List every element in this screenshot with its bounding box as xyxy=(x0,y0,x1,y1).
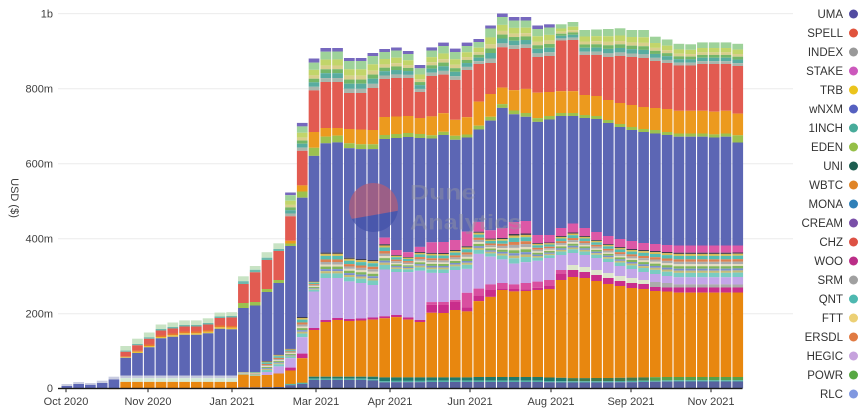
svg-text:MONA: MONA xyxy=(809,199,844,211)
svg-text:Dune: Dune xyxy=(410,182,476,205)
svg-text:400m: 400m xyxy=(25,234,53,246)
svg-text:wNXM: wNXM xyxy=(808,104,843,116)
svg-text:SRM: SRM xyxy=(817,275,843,287)
svg-text:600m: 600m xyxy=(25,159,53,171)
svg-text:EDEN: EDEN xyxy=(811,142,843,154)
svg-text:STAKE: STAKE xyxy=(806,66,843,78)
svg-text:Mar 2021: Mar 2021 xyxy=(293,396,339,408)
svg-text:QNT: QNT xyxy=(819,294,843,306)
svg-text:1INCH: 1INCH xyxy=(808,123,843,135)
svg-text:HEGIC: HEGIC xyxy=(807,351,843,363)
svg-text:Apr 2021: Apr 2021 xyxy=(368,396,413,408)
svg-text:CHZ: CHZ xyxy=(819,237,843,249)
svg-text:Nov 2020: Nov 2020 xyxy=(124,396,171,408)
svg-text:INDEX: INDEX xyxy=(808,47,843,59)
svg-text:RLC: RLC xyxy=(820,389,843,401)
svg-text:POWR: POWR xyxy=(807,370,843,382)
svg-text:WOO: WOO xyxy=(814,256,843,268)
svg-text:WBTC: WBTC xyxy=(809,180,843,192)
svg-text:SPELL: SPELL xyxy=(807,28,843,40)
svg-text:UMA: UMA xyxy=(817,9,843,21)
svg-text:1b: 1b xyxy=(41,8,53,20)
svg-text:Oct 2020: Oct 2020 xyxy=(44,396,89,408)
svg-text:Jan 2021: Jan 2021 xyxy=(209,396,254,408)
svg-text:Nov 2021: Nov 2021 xyxy=(687,396,734,408)
svg-text:800m: 800m xyxy=(25,84,53,96)
svg-text:CREAM: CREAM xyxy=(801,218,843,230)
svg-text:Analytics: Analytics xyxy=(410,212,522,235)
svg-text:USD ($): USD ($) xyxy=(8,178,20,218)
svg-text:Aug 2021: Aug 2021 xyxy=(527,396,574,408)
svg-text:UNI: UNI xyxy=(823,161,843,173)
svg-text:FTT: FTT xyxy=(822,313,843,325)
svg-text:TRB: TRB xyxy=(820,85,843,97)
svg-text:ERSDL: ERSDL xyxy=(805,332,844,344)
svg-text:200m: 200m xyxy=(25,309,53,321)
svg-text:Jun 2021: Jun 2021 xyxy=(447,396,492,408)
svg-text:0: 0 xyxy=(47,383,53,395)
svg-text:Sep 2021: Sep 2021 xyxy=(607,396,654,408)
